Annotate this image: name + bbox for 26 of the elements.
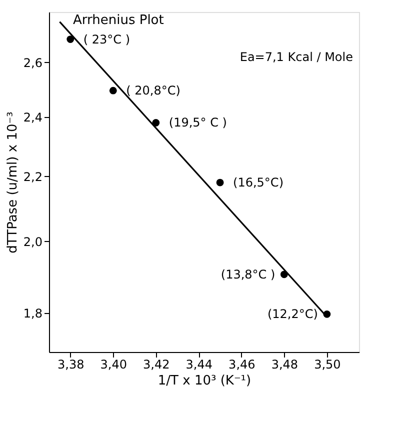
- annotation: ( 23°C ): [83, 32, 130, 46]
- annotation: (16,5°C): [233, 176, 284, 190]
- x-tick-label: 3,48: [271, 358, 298, 372]
- y-tick-label: 2,0: [23, 234, 42, 249]
- point: [109, 86, 117, 94]
- point: [152, 119, 160, 126]
- x-axis-title: 1/T x 10³ (K⁻¹): [158, 374, 252, 388]
- annotation: ( 20,8°C): [126, 84, 180, 98]
- chart-title: Arrhenius Plot: [73, 13, 164, 28]
- y-tick-label: 1,8: [23, 306, 42, 321]
- x-tick-label: 3,38: [58, 358, 84, 372]
- x-tick-label: 3,42: [143, 358, 170, 372]
- annotation: Ea=7,1 Kcal / Mole: [240, 50, 353, 64]
- y-tick-label: 2,6: [23, 56, 42, 70]
- x-tick-label: 3,44: [186, 358, 213, 372]
- annotation: (19,5° C ): [168, 116, 227, 130]
- x-tick-label: 3,40: [100, 358, 127, 372]
- x-tick-label: 3,46: [228, 358, 256, 372]
- annotation: (12,2°C): [267, 307, 318, 322]
- y-axis-title: dTTPase (u/ml) x 10⁻³: [5, 112, 20, 254]
- point: [216, 178, 224, 186]
- point: [66, 36, 74, 44]
- y-tick-label: 2,4: [23, 110, 42, 125]
- annotation: (13,8°C ): [220, 267, 276, 282]
- x-tick-label: 3,50: [314, 358, 341, 372]
- y-tick-label: 2,2: [23, 170, 42, 184]
